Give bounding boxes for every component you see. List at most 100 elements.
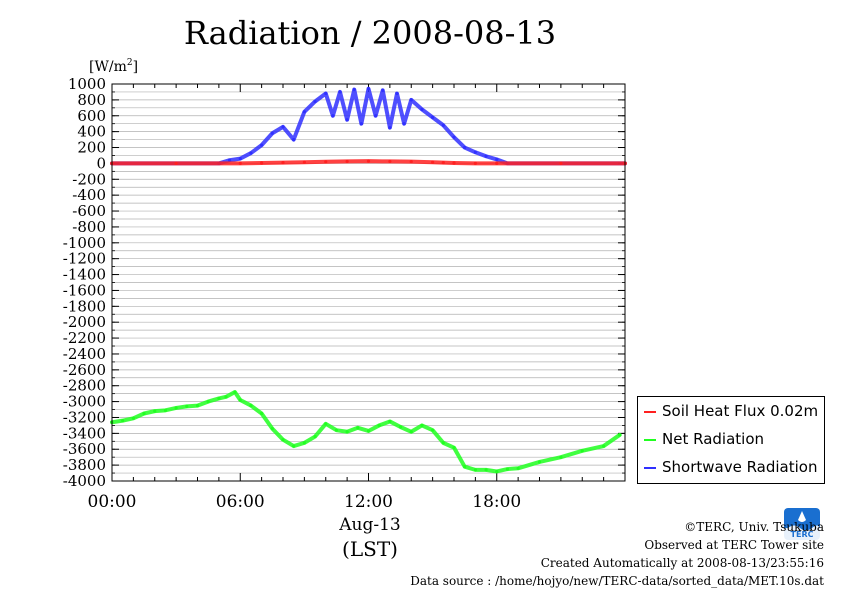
data-point <box>409 98 413 102</box>
series-layer <box>110 86 627 474</box>
data-point <box>431 160 435 164</box>
legend-label: Shortwave Radiation <box>662 458 818 476</box>
data-point <box>388 126 392 130</box>
y-tick-label: -3200 <box>63 408 106 426</box>
legend-item-net-radiation: Net Radiation <box>644 428 764 450</box>
data-point <box>409 430 413 434</box>
data-point <box>185 404 189 408</box>
plot-frame <box>111 83 626 482</box>
data-point <box>452 135 456 139</box>
data-point <box>495 161 499 165</box>
data-point <box>260 411 264 416</box>
data-point <box>345 159 349 164</box>
credit-created: Created Automatically at 2008-08-13/23:5… <box>540 556 824 570</box>
data-point <box>345 118 349 122</box>
y-tick-label: 0 <box>96 154 106 172</box>
series-line-soil-heat-flux-0-02m <box>110 159 627 166</box>
data-point <box>324 91 328 96</box>
y-tick-label: -2200 <box>63 329 106 347</box>
legend-label: Soil Heat Flux 0.02m <box>662 402 819 420</box>
data-point <box>270 426 274 431</box>
chart-title: Radiation / 2008-08-13 <box>183 14 557 52</box>
data-point <box>292 444 296 448</box>
y-tick-label: -2400 <box>63 345 106 363</box>
data-point <box>473 150 477 154</box>
y-tick-label: -1800 <box>63 297 106 315</box>
data-point <box>431 428 435 432</box>
data-point <box>174 161 178 165</box>
data-point <box>452 446 456 450</box>
credit-site: Observed at TERC Tower site <box>644 538 824 552</box>
y-tick-label: 600 <box>77 107 106 125</box>
data-point <box>473 161 477 165</box>
data-point <box>495 469 499 474</box>
x-tick-label: 18:00 <box>472 492 521 512</box>
legend-swatch-blue <box>644 466 656 469</box>
data-point <box>121 419 125 423</box>
data-point <box>324 422 328 426</box>
data-point <box>142 411 146 416</box>
data-point <box>377 423 381 428</box>
data-point <box>292 137 296 142</box>
data-point <box>163 408 168 412</box>
y-tick-label: -2600 <box>63 361 106 379</box>
y-tick-label: -4000 <box>63 472 106 490</box>
data-point <box>153 409 157 413</box>
data-point <box>559 161 563 165</box>
y-tick-label: -3800 <box>63 456 106 474</box>
x-unit-date: Aug-13 <box>339 515 401 535</box>
data-point <box>516 466 520 470</box>
data-point <box>366 429 371 433</box>
data-point <box>227 158 232 162</box>
data-point <box>334 428 339 432</box>
data-point <box>381 88 385 92</box>
data-point <box>602 444 606 448</box>
x-unit-tz: (LST) <box>342 537 398 561</box>
data-point <box>233 390 237 394</box>
data-point <box>580 449 584 453</box>
y-tick-label: -800 <box>72 218 106 236</box>
data-point <box>356 426 360 430</box>
data-point <box>495 157 499 162</box>
data-point <box>302 110 306 114</box>
data-point <box>366 87 371 91</box>
credit-copyright: ©TERC, Univ. Tsukuba <box>684 520 824 534</box>
data-point <box>206 400 210 404</box>
data-point <box>402 122 406 126</box>
data-point <box>374 114 378 118</box>
data-point <box>281 125 285 129</box>
data-point <box>484 468 488 472</box>
data-point <box>409 160 413 164</box>
series-line-net-radiation <box>110 390 622 474</box>
legend-swatch-green <box>644 438 656 441</box>
data-point <box>366 159 371 163</box>
x-tick-label: 00:00 <box>88 492 137 512</box>
y-tick-label: -200 <box>72 170 106 188</box>
data-point <box>441 441 445 445</box>
y-tick-label: 1000 <box>68 75 106 93</box>
data-point <box>302 441 306 445</box>
data-point <box>174 406 178 410</box>
data-point <box>420 107 424 112</box>
y-tick-label: -1200 <box>63 250 106 268</box>
data-point <box>537 460 542 464</box>
data-point <box>249 403 253 408</box>
data-point <box>452 161 456 165</box>
y-tick-label: -1000 <box>63 234 106 252</box>
y-tick-label: -3000 <box>63 393 106 411</box>
legend-label: Net Radiation <box>662 430 764 448</box>
y-tick-label: -600 <box>72 202 106 220</box>
data-point <box>224 395 228 399</box>
x-axis: 00:00 06:00 12:00 18:00 <box>88 84 626 512</box>
data-point <box>388 419 392 424</box>
chart-legend: Soil Heat Flux 0.02m Net Radiation Short… <box>637 396 825 484</box>
y-tick-label: -1400 <box>63 266 106 284</box>
terc-logo-icon: TERC <box>784 508 820 540</box>
y-tick-label: -2000 <box>63 313 106 331</box>
y-tick-label: -400 <box>72 186 106 204</box>
data-point <box>270 131 274 135</box>
data-point <box>260 143 264 147</box>
x-tick-label: 12:00 <box>344 492 393 512</box>
legend-swatch-red <box>644 410 656 413</box>
data-point <box>484 154 488 158</box>
